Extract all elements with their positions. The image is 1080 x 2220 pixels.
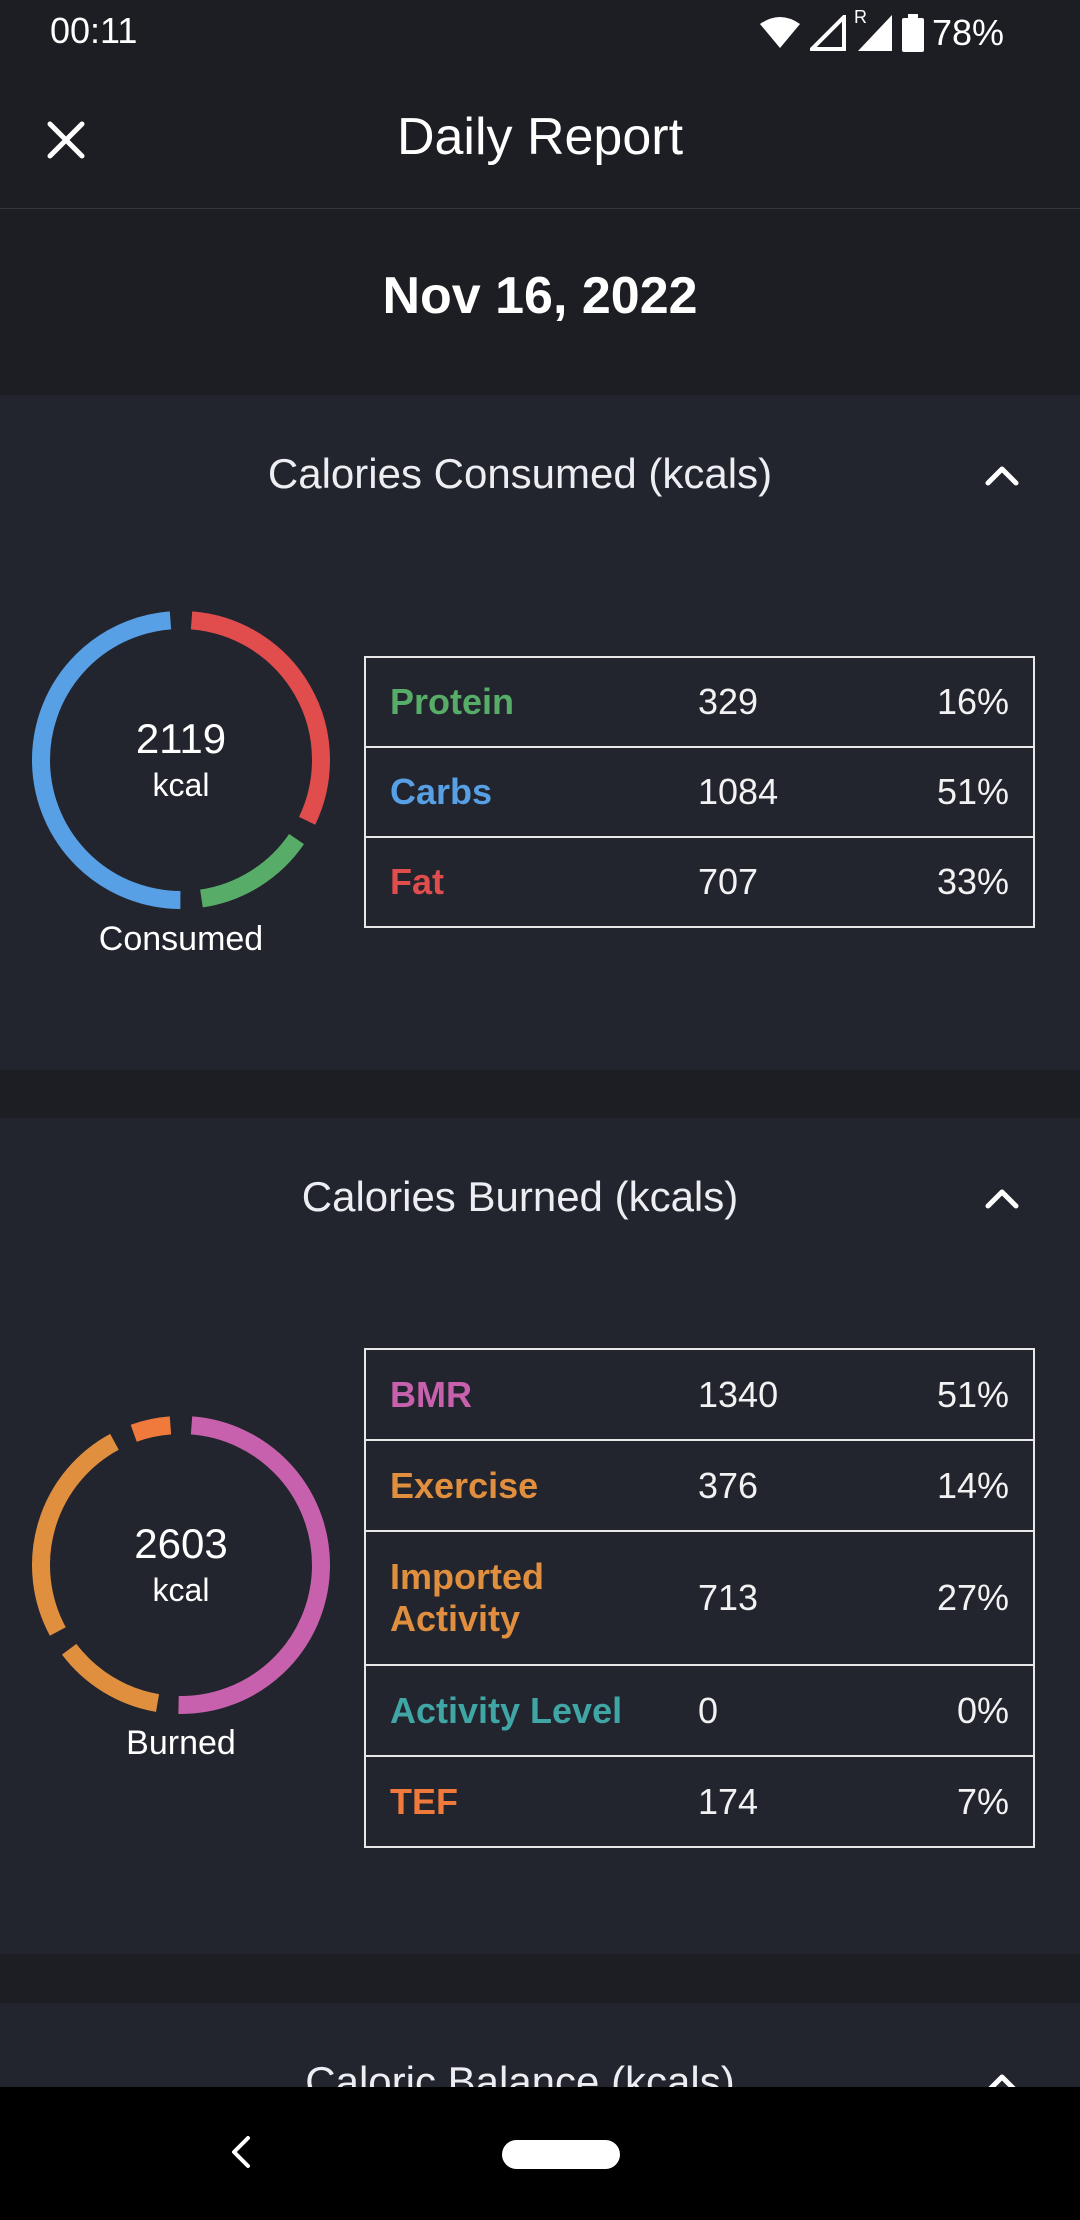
consumed-slice-protein [199, 833, 304, 908]
burned-breakdown-table: BMR 1340 51% Exercise 376 14% Imported A… [364, 1348, 1035, 1848]
bmr-percent: 51% [936, 1373, 1009, 1415]
consumed-slice-carbs [32, 611, 181, 909]
close-icon [47, 121, 85, 159]
consumed-unit: kcal [152, 767, 210, 803]
burned-caption: Burned [126, 1724, 236, 1762]
table-row: Imported Activity 713 27% [365, 1530, 1034, 1665]
protein-value: 329 [698, 681, 759, 722]
chevron-up-icon [985, 1189, 1019, 1209]
consumed-total: 2119 [135, 715, 227, 762]
activity-level-percent: 0% [872, 1664, 1034, 1756]
burned-slice-bmr [178, 1416, 330, 1714]
protein-percent: 16% [936, 681, 1009, 722]
table-row: TEF 174 7% [365, 1755, 1034, 1847]
wifi-icon [759, 17, 800, 48]
table-row: Fat 707 33% [365, 836, 1034, 927]
bmr-label: BMR [390, 1373, 472, 1415]
consumed-slice-fat [190, 611, 330, 825]
activity-level-label: Activity Level [365, 1664, 674, 1756]
fat-percent: 33% [872, 836, 1034, 927]
calories-consumed-title: Calories Consumed (kcals) [267, 450, 773, 497]
status-icons: R 78% [758, 7, 1004, 56]
calories-burned-card: Calories Burned (kcals) 2603 kcal Burned… [0, 1118, 1080, 1954]
burned-slice-exercise [61, 1643, 160, 1712]
imported-activity-percent: 27% [872, 1530, 1034, 1665]
caloric-balance-card: Caloric Balance (kcals) [0, 2003, 1080, 2087]
caloric-balance-title: Caloric Balance (kcals) [305, 2058, 735, 2087]
consumed-breakdown-table: Protein 329 16% Carbs 1084 51% Fat 707 3… [364, 656, 1035, 928]
back-button[interactable] [210, 2117, 270, 2187]
burned-total: 2603 [134, 1520, 228, 1567]
collapse-consumed-button[interactable] [972, 445, 1032, 505]
status-bar: 00:11 R 78% [0, 0, 1080, 66]
exercise-label: Exercise [365, 1439, 674, 1531]
exercise-value: 376 [674, 1439, 872, 1531]
consumed-caption: Consumed [98, 920, 264, 958]
carbs-percent: 51% [872, 746, 1034, 837]
collapse-burned-button[interactable] [972, 1168, 1032, 1228]
chevron-up-icon [988, 2074, 1016, 2087]
table-row: Exercise 376 14% [365, 1439, 1034, 1531]
calories-burned-title: Calories Burned (kcals) [301, 1173, 739, 1220]
chevron-up-icon [985, 466, 1019, 486]
burned-slice-imported-activity [32, 1433, 119, 1636]
burned-donut-chart [32, 1416, 330, 1714]
burned-unit: kcal [152, 1572, 210, 1608]
status-time: 00:11 [50, 10, 138, 51]
imported-activity-label: Imported Activity [365, 1530, 674, 1665]
date-header: Nov 16, 2022 [0, 209, 1080, 394]
home-pill[interactable] [502, 2140, 620, 2169]
activity-level-value: 0 [674, 1664, 872, 1756]
bmr-value: 1340 [698, 1373, 779, 1415]
battery-icon [901, 14, 924, 52]
fat-value: 707 [674, 836, 872, 927]
roaming-signal-icon: R [854, 7, 894, 53]
consumed-donut-chart [32, 611, 330, 909]
cell-signal-icon [809, 15, 846, 51]
fat-label: Fat [365, 836, 674, 927]
table-row: Activity Level 0 0% [365, 1664, 1034, 1756]
table-row: Protein 329 16% [365, 657, 1034, 747]
report-date: Nov 16, 2022 [382, 267, 698, 325]
close-button[interactable] [36, 110, 96, 170]
system-nav-bar [0, 2087, 1080, 2220]
page-title: Daily Report [396, 108, 684, 166]
tef-value: 174 [674, 1755, 872, 1847]
collapse-balance-button[interactable] [972, 2053, 1032, 2087]
app-bar: Daily Report [0, 66, 1080, 209]
calories-consumed-card: Calories Consumed (kcals) 2119 kcal Cons… [0, 395, 1080, 1070]
tef-percent: 7% [872, 1755, 1034, 1847]
carbs-label: Carbs [365, 746, 674, 837]
table-row: Carbs 1084 51% [365, 746, 1034, 837]
table-row: BMR 1340 51% [365, 1349, 1034, 1440]
carbs-value: 1084 [674, 746, 872, 837]
burned-slice-tef [130, 1416, 172, 1442]
roaming-indicator: R [853, 7, 867, 27]
exercise-percent: 14% [872, 1439, 1034, 1531]
battery-percent: 78% [931, 12, 1004, 53]
back-arrow-icon [232, 2136, 250, 2168]
tef-label: TEF [365, 1755, 674, 1847]
imported-activity-value: 713 [674, 1530, 872, 1665]
protein-label: Protein [390, 681, 515, 722]
